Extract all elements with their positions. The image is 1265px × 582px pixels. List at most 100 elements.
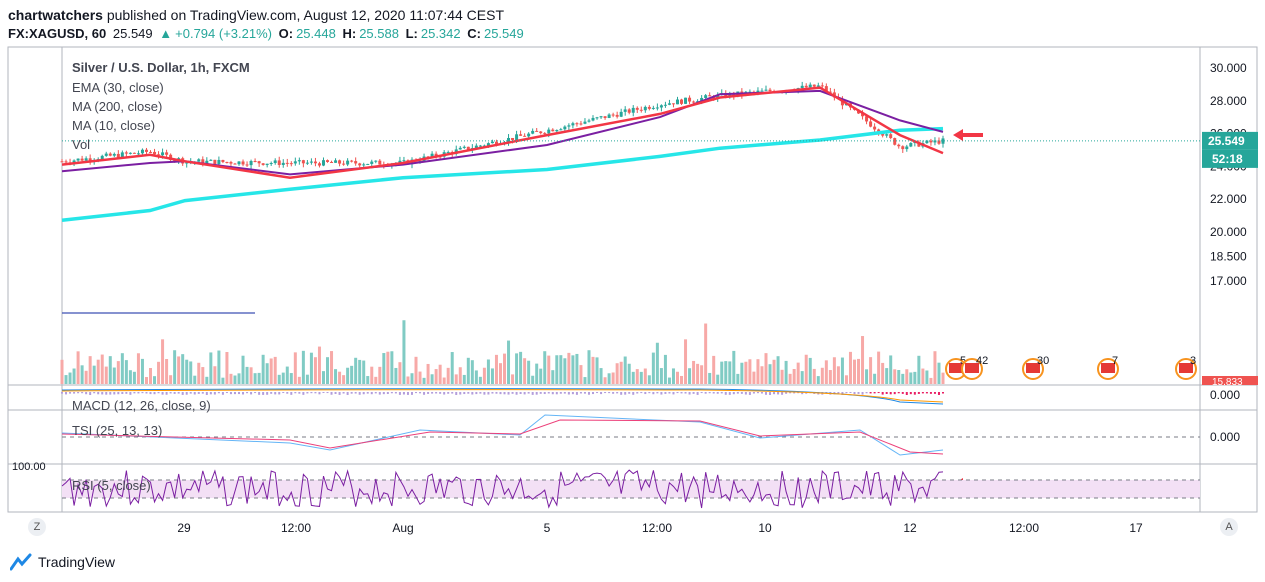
candle-body	[354, 161, 358, 164]
macd-bar	[390, 392, 393, 394]
candle-body	[80, 158, 84, 161]
volume-bar	[209, 352, 213, 384]
legend-macd[interactable]: MACD (12, 26, close, 9)	[72, 398, 211, 413]
volume-bar	[937, 362, 941, 384]
volume-bar	[406, 376, 410, 384]
volume-bar	[635, 369, 639, 384]
volume-bar	[374, 376, 378, 384]
macd-bar	[901, 392, 904, 394]
volume-bar	[237, 373, 241, 384]
volume-bar	[346, 367, 350, 384]
candle-body	[820, 85, 824, 87]
macd-bar	[157, 392, 160, 394]
volume-bar	[832, 357, 836, 384]
macd-bar	[314, 392, 317, 394]
price-tick-label: 18.500	[1210, 249, 1247, 263]
candle-body	[225, 161, 229, 163]
volume-bar	[233, 375, 237, 384]
legend-ema[interactable]: EMA (30, close)	[72, 80, 164, 95]
candle-body	[575, 123, 579, 125]
volume-bar	[623, 356, 627, 384]
candle-body	[667, 103, 671, 105]
candle-body	[865, 116, 869, 122]
volume-bar	[64, 375, 68, 384]
legend-tsi[interactable]: TSI (25, 13, 13)	[72, 423, 163, 438]
macd-bar	[571, 392, 574, 395]
volume-bar	[788, 373, 792, 384]
volume-bar	[446, 367, 450, 384]
zoom-corner-button[interactable]: Z	[28, 518, 46, 536]
volume-bar	[494, 354, 498, 384]
volume-bar	[667, 377, 671, 384]
volume-bar	[792, 368, 796, 384]
legend-ma200[interactable]: MA (200, close)	[72, 99, 163, 114]
candle-body	[161, 152, 165, 156]
macd-bar	[652, 392, 655, 395]
candle-body	[760, 90, 764, 92]
macd-bar	[744, 392, 747, 395]
candle-body	[124, 152, 128, 154]
volume-bar	[848, 351, 852, 384]
tsi-line	[61, 414, 944, 456]
volume-bar	[265, 363, 269, 384]
macd-bar	[640, 392, 643, 394]
macd-bar	[205, 392, 208, 395]
macd-bar	[266, 392, 269, 395]
macd-bar	[73, 392, 76, 394]
volume-bar	[800, 371, 804, 384]
candle-body	[623, 109, 627, 112]
close-label: C:	[467, 26, 481, 41]
candle-body	[474, 145, 478, 149]
brand-footer[interactable]: TradingView	[10, 553, 115, 571]
macd-bar	[193, 392, 196, 395]
volume-bar	[434, 369, 438, 384]
macd-bar	[141, 392, 144, 394]
volume-bar	[732, 350, 736, 384]
auto-scale-button[interactable]: A	[1220, 518, 1238, 536]
candle-body	[64, 161, 68, 163]
volume-bar	[543, 351, 547, 384]
rsi-band	[62, 480, 1200, 498]
candle-body	[434, 153, 438, 157]
macd-bar	[720, 392, 723, 394]
candle-body	[507, 137, 511, 143]
candle-body	[655, 107, 659, 109]
volume-bar	[136, 353, 140, 384]
volume-bar	[334, 369, 338, 384]
candle-body	[684, 97, 688, 104]
macd-bar	[302, 392, 305, 395]
macd-bar	[439, 392, 442, 394]
volume-bar	[764, 353, 768, 384]
macd-bar	[398, 392, 401, 395]
macd-bar	[475, 392, 478, 395]
volume-bar	[221, 377, 225, 384]
candle-body	[639, 109, 643, 111]
candle-body	[108, 153, 112, 156]
macd-bar	[274, 392, 277, 395]
legend-ma10[interactable]: MA (10, close)	[72, 118, 156, 133]
macd-signal-line	[61, 389, 944, 403]
candle-body	[716, 94, 720, 99]
volume-bar	[482, 367, 486, 384]
legend-rsi[interactable]: RSI (5, close)	[72, 478, 151, 493]
macd-bar	[197, 392, 200, 394]
author-name[interactable]: chartwatchers	[8, 7, 103, 23]
candle-body	[378, 160, 382, 165]
legend-vol[interactable]: Vol	[72, 137, 91, 152]
candle-body	[603, 116, 607, 118]
candle-body	[245, 164, 249, 166]
macd-bar	[700, 392, 703, 394]
volume-bar	[177, 356, 181, 384]
candle-body	[905, 146, 909, 150]
candle-body	[84, 158, 88, 161]
time-tick-label: Aug	[392, 521, 413, 535]
candle-body	[430, 153, 434, 157]
volume-bar	[293, 352, 297, 384]
volume-bar	[326, 357, 330, 384]
macd-bar	[604, 392, 607, 394]
macd-bar	[443, 392, 446, 395]
macd-bar	[185, 392, 188, 395]
publish-line: chartwatchers published on TradingView.c…	[8, 7, 504, 23]
price-tick-label: 17.000	[1210, 274, 1247, 288]
